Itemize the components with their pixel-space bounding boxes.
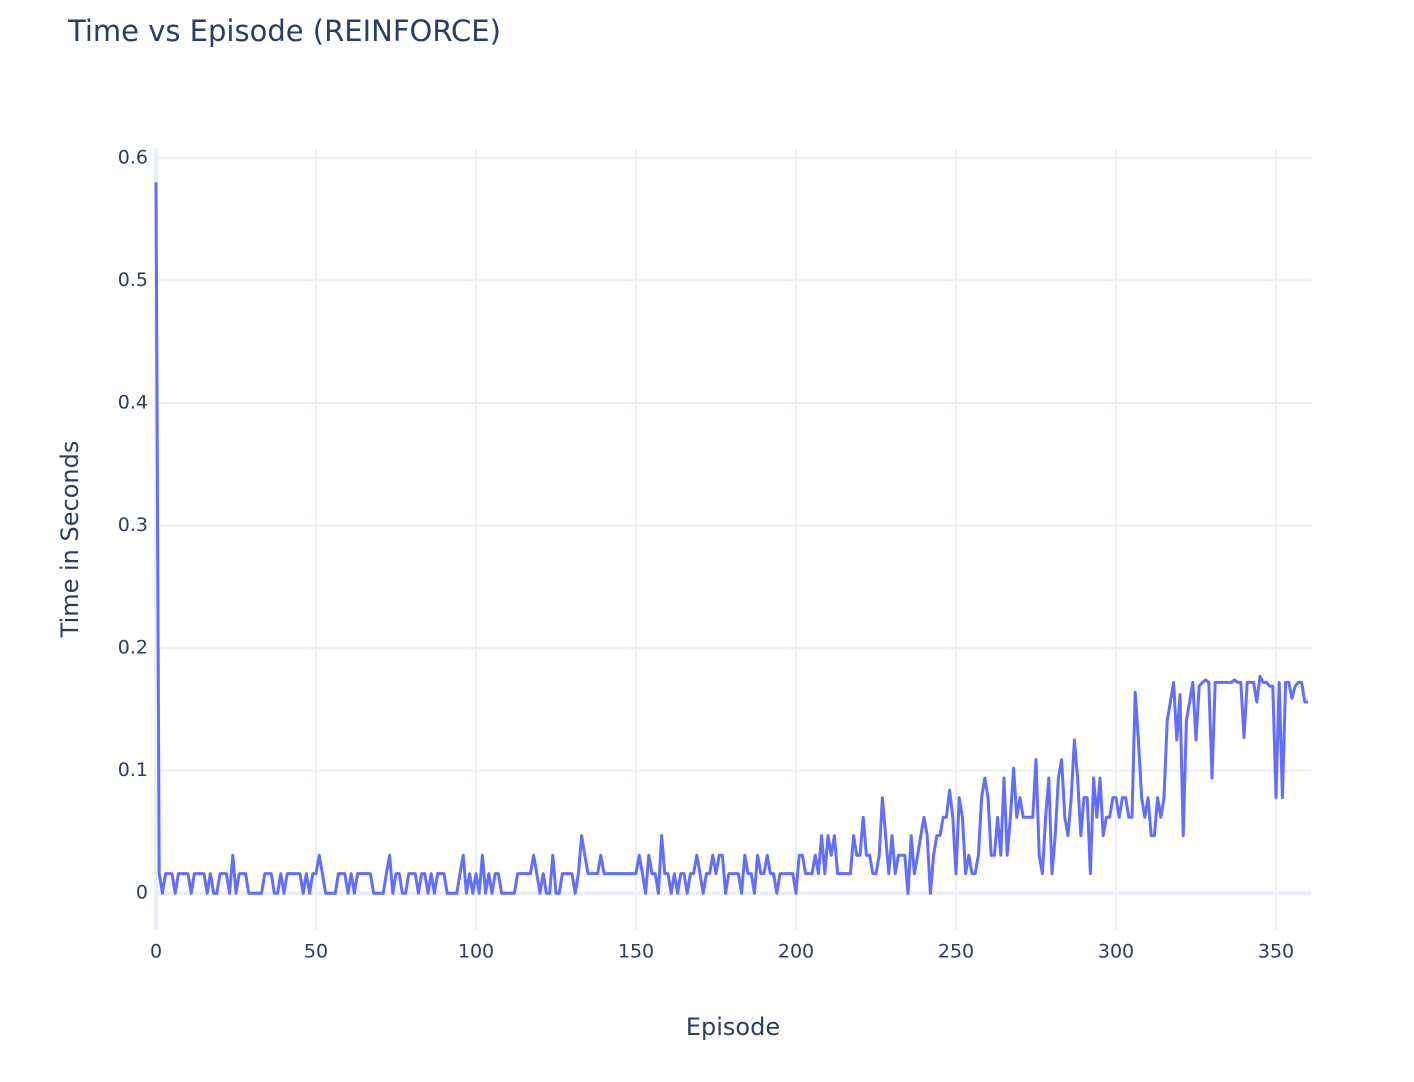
x-axis-title: Episode — [686, 1013, 780, 1041]
data-line — [154, 182, 1308, 895]
chart-title: Time vs Episode (REINFORCE) — [67, 14, 501, 48]
y-tick-label: 0 — [136, 882, 148, 904]
x-tick-label: 100 — [458, 941, 494, 963]
y-tick-label: 0.1 — [118, 759, 148, 781]
y-tick-label: 0.2 — [118, 637, 148, 659]
y-axis-title: Time in Seconds — [56, 441, 84, 639]
x-tick-label: 350 — [1258, 941, 1294, 963]
x-tick-label: 200 — [778, 941, 814, 963]
x-tick-label: 300 — [1098, 941, 1134, 963]
y-tick-label: 0.6 — [118, 146, 148, 168]
y-tick-label: 0.5 — [118, 269, 148, 291]
x-tick-label: 250 — [938, 941, 974, 963]
x-tick-label: 0 — [150, 941, 162, 963]
x-tick-label: 50 — [304, 941, 328, 963]
y-tick-label: 0.3 — [118, 514, 148, 536]
x-tick-label: 150 — [618, 941, 654, 963]
y-tick-label: 0.4 — [118, 391, 148, 413]
